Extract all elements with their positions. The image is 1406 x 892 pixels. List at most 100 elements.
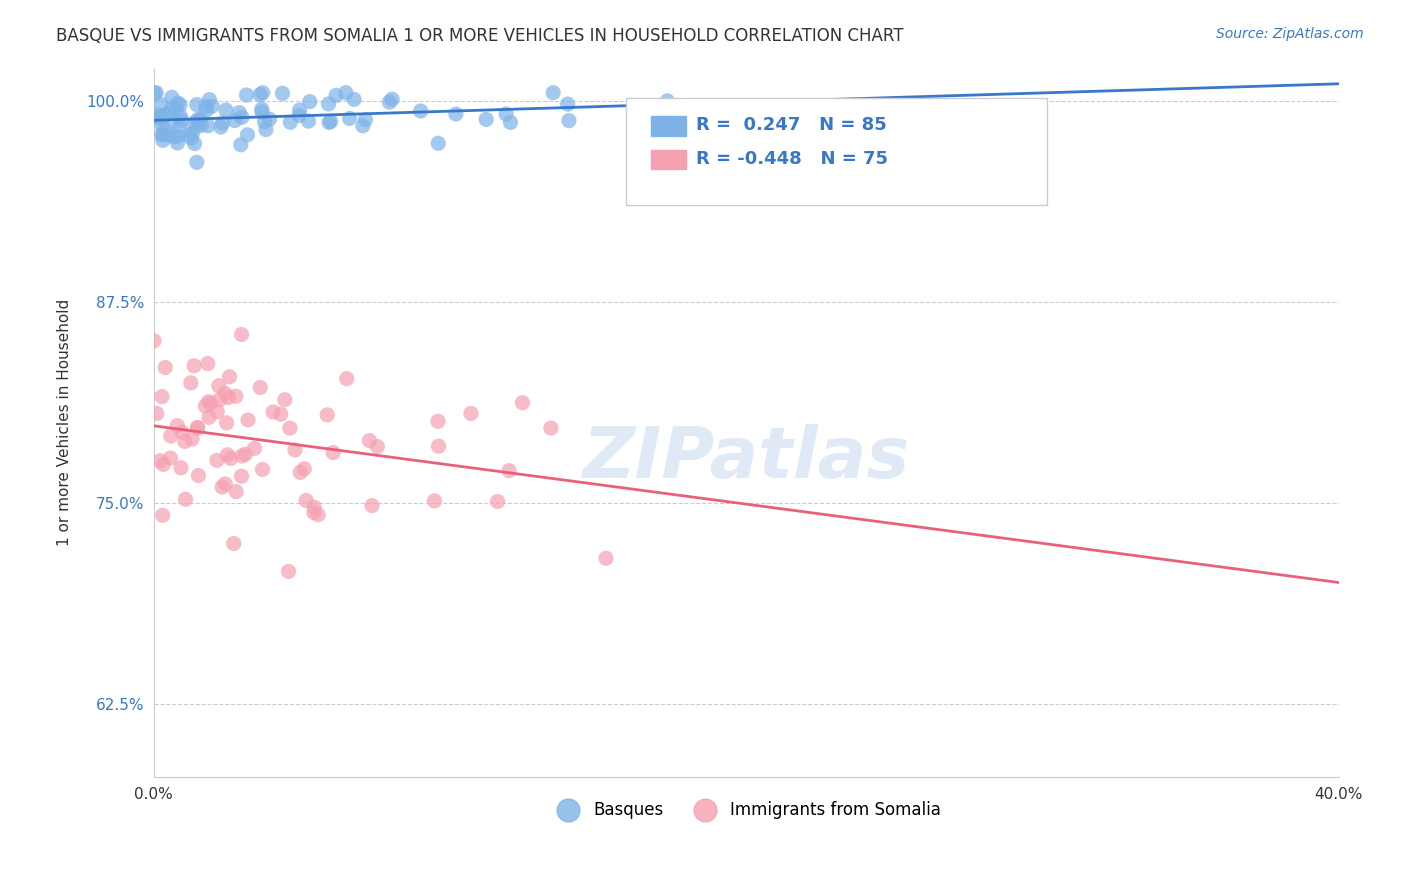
Point xyxy=(595,551,617,566)
Text: R = -0.448   N = 75: R = -0.448 N = 75 xyxy=(696,150,889,168)
Point xyxy=(318,97,340,112)
Point xyxy=(174,492,197,507)
Point xyxy=(150,390,173,404)
Point xyxy=(231,449,253,463)
Point xyxy=(187,112,209,127)
Point xyxy=(190,119,212,133)
Point xyxy=(163,114,186,128)
Point xyxy=(249,87,271,102)
Point xyxy=(322,445,344,459)
Point xyxy=(427,136,450,151)
Point xyxy=(155,360,177,375)
Point xyxy=(169,98,191,112)
Point xyxy=(190,112,212,127)
Point xyxy=(186,97,208,112)
Point xyxy=(187,118,209,132)
Point xyxy=(225,484,247,499)
Point xyxy=(160,101,183,115)
Point xyxy=(270,407,292,421)
Point xyxy=(541,86,564,100)
Point xyxy=(271,87,294,101)
Point xyxy=(155,108,177,122)
Point xyxy=(298,95,321,109)
Point xyxy=(218,369,240,384)
Point xyxy=(184,116,207,130)
Point xyxy=(254,122,277,136)
Point xyxy=(179,128,201,142)
Point xyxy=(381,92,404,106)
Point xyxy=(187,468,209,483)
Point xyxy=(218,391,240,405)
Point xyxy=(181,125,204,139)
Point xyxy=(250,102,273,116)
Point xyxy=(149,453,172,467)
Point xyxy=(259,112,281,127)
Point xyxy=(166,95,188,110)
Point xyxy=(512,395,534,409)
Point xyxy=(200,396,222,410)
Point xyxy=(284,442,307,457)
Point xyxy=(219,451,242,466)
Point xyxy=(243,442,266,456)
Point xyxy=(499,115,522,129)
Point xyxy=(236,128,259,142)
Point xyxy=(262,405,284,419)
Point xyxy=(208,392,231,407)
Point xyxy=(159,429,181,443)
Point xyxy=(186,155,208,169)
Point xyxy=(215,103,238,117)
Text: Source: ZipAtlas.com: Source: ZipAtlas.com xyxy=(1216,27,1364,41)
Point xyxy=(290,466,312,480)
Text: ZIPatlas: ZIPatlas xyxy=(582,424,910,492)
Point xyxy=(249,380,271,394)
Point xyxy=(319,114,342,128)
Point xyxy=(211,480,233,494)
Point xyxy=(295,493,318,508)
Point xyxy=(159,450,181,465)
Point xyxy=(228,105,250,120)
Legend: Basques, Immigrants from Somalia: Basques, Immigrants from Somalia xyxy=(546,794,948,825)
Point xyxy=(198,93,221,107)
Point xyxy=(352,119,374,133)
Point xyxy=(215,416,238,430)
Point xyxy=(274,392,297,407)
Point xyxy=(143,86,166,100)
Text: R =  0.247   N = 85: R = 0.247 N = 85 xyxy=(696,116,887,134)
Point xyxy=(180,376,202,390)
Point xyxy=(335,86,357,100)
Point xyxy=(235,87,257,102)
Point xyxy=(336,372,359,386)
Point xyxy=(409,103,432,118)
Point xyxy=(169,120,191,134)
Point xyxy=(475,112,498,127)
Point xyxy=(486,494,509,508)
Point xyxy=(558,113,581,128)
Point xyxy=(152,458,174,472)
Point xyxy=(444,107,467,121)
Point xyxy=(318,115,340,129)
Point xyxy=(540,421,562,435)
Point xyxy=(359,434,381,448)
Point xyxy=(229,137,252,152)
Point xyxy=(169,109,191,123)
Point xyxy=(166,418,188,433)
Point xyxy=(361,499,384,513)
Point xyxy=(195,103,218,118)
Point xyxy=(495,107,517,121)
Point xyxy=(211,116,233,130)
Point xyxy=(172,425,194,440)
Point xyxy=(557,97,579,112)
Point xyxy=(197,357,219,371)
Point xyxy=(217,448,239,462)
Point xyxy=(250,105,273,120)
Point xyxy=(214,476,236,491)
Point xyxy=(378,95,401,110)
Point xyxy=(173,434,195,449)
Point xyxy=(198,410,221,425)
Point xyxy=(201,99,224,113)
Point xyxy=(150,128,173,142)
Point xyxy=(148,108,170,122)
Point xyxy=(146,110,169,124)
Point xyxy=(197,119,219,133)
Point xyxy=(231,110,253,124)
